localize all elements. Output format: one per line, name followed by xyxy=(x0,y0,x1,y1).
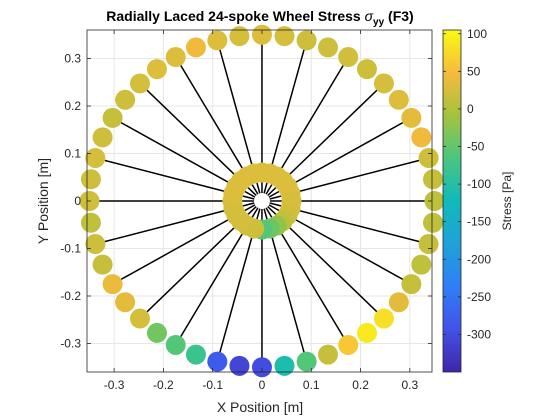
rim-node xyxy=(129,73,150,94)
rim-node xyxy=(92,254,113,275)
rim-node xyxy=(80,212,101,233)
x-tick-label: 0.3 xyxy=(401,378,418,392)
rim-node xyxy=(356,59,377,80)
rim-node xyxy=(229,26,250,47)
rim-node xyxy=(251,24,272,45)
rim-node xyxy=(115,292,136,313)
rim-node xyxy=(165,47,186,68)
colorbar-label: Stress [Pa] xyxy=(500,172,514,231)
rim-node xyxy=(422,212,443,233)
rim-node xyxy=(85,234,106,255)
rim-node xyxy=(411,127,432,148)
rim-node xyxy=(185,344,206,365)
rim-node xyxy=(317,344,338,365)
rim-node xyxy=(146,59,167,80)
colorbar-tick-label: 50 xyxy=(467,64,481,78)
rim-node xyxy=(251,357,272,378)
rim-node xyxy=(185,37,206,58)
rim-node xyxy=(418,147,439,168)
rim-node xyxy=(424,191,445,211)
rim-node xyxy=(102,107,123,128)
rim-node xyxy=(92,127,113,148)
rim-node xyxy=(115,89,136,110)
chart-title: Radially Laced 24-spoke Wheel Stress σyy… xyxy=(106,8,413,28)
rim-node xyxy=(373,73,394,94)
rim-node xyxy=(388,292,409,313)
x-tick-label: -0.1 xyxy=(202,378,223,392)
rim-node xyxy=(102,274,123,295)
x-axis-label: X Position [m] xyxy=(217,399,303,415)
colorbar-tick-label: -100 xyxy=(467,177,491,191)
rim-node xyxy=(356,322,377,343)
title-main: Radially Laced 24-spoke Wheel Stress xyxy=(106,8,364,24)
title-sigma: σ xyxy=(365,8,374,24)
rim-node xyxy=(146,322,167,343)
x-tick-label: -0.2 xyxy=(153,378,174,392)
rim-node xyxy=(296,351,317,372)
rim-node xyxy=(422,169,443,190)
x-tick-label: 0 xyxy=(259,378,266,392)
rim-node xyxy=(80,169,101,190)
rim-node xyxy=(165,334,186,355)
y-tick-label: 0.1 xyxy=(64,147,81,161)
rim-node xyxy=(296,30,317,51)
rim-node xyxy=(129,308,150,329)
rim-node xyxy=(338,334,359,355)
rim-node xyxy=(411,254,432,275)
y-tick-label: -0.1 xyxy=(60,242,81,256)
hub-bore xyxy=(253,193,270,209)
colorbar-tick-label: 0 xyxy=(467,102,474,116)
colorbar xyxy=(442,29,462,373)
rim-node xyxy=(373,308,394,329)
colorbar-tick-label: 100 xyxy=(467,27,487,41)
rim-node xyxy=(229,355,250,376)
colorbar-tick-label: -250 xyxy=(467,290,491,304)
x-tick-label: 0.1 xyxy=(303,378,320,392)
x-tick-label: 0.2 xyxy=(352,378,369,392)
hub-nodes xyxy=(222,162,302,240)
rim-node xyxy=(338,47,359,68)
colorbar-ticks: 100 50 0 -50 -100 -150 -200 -250 -300 xyxy=(443,27,491,341)
title-tail: (F3) xyxy=(384,8,414,24)
rim-node xyxy=(274,355,295,376)
title-subscript: yy xyxy=(373,17,385,28)
colorbar-tick-label: -200 xyxy=(467,252,491,266)
hub-node xyxy=(244,163,265,184)
colorbar-tick-label: -50 xyxy=(467,140,485,154)
rim-node xyxy=(207,30,228,51)
rim-node xyxy=(207,351,228,372)
y-axis-ticks: -0.3 -0.2 -0.1 0 0.1 0.2 0.3 xyxy=(60,52,432,351)
y-tick-label: -0.2 xyxy=(60,289,81,303)
colorbar-tick-label: -150 xyxy=(467,215,491,229)
y-tick-label: 0.2 xyxy=(64,99,81,113)
rim-node xyxy=(317,37,338,58)
y-axis-label: Y Position [m] xyxy=(35,158,51,244)
rim-node xyxy=(388,89,409,110)
rim-node xyxy=(85,147,106,168)
y-tick-label: -0.3 xyxy=(60,337,81,351)
colorbar-tick-label: -300 xyxy=(467,327,491,341)
rim-node xyxy=(401,107,422,128)
rim-node xyxy=(274,26,295,47)
x-axis-ticks: -0.3 -0.2 -0.1 0 0.1 0.2 0.3 xyxy=(104,30,418,392)
rim-node xyxy=(401,274,422,295)
y-tick-label: 0 xyxy=(74,194,81,208)
y-tick-label: 0.3 xyxy=(64,52,81,66)
x-tick-label: -0.3 xyxy=(104,378,125,392)
rim-node xyxy=(418,234,439,255)
